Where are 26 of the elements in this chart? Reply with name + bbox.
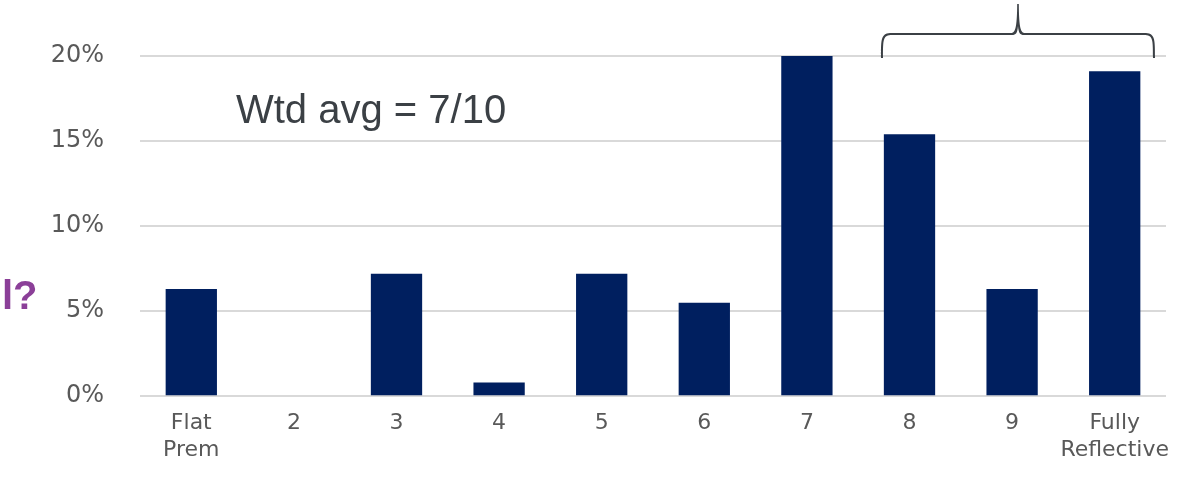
bar — [473, 382, 525, 396]
annotation: Wtd avg = 7/10 — [236, 87, 507, 132]
x-tick-label: 4 — [492, 409, 507, 435]
bar — [370, 273, 423, 396]
x-tick-label: 5 — [594, 409, 609, 435]
x-tick-label: 6 — [697, 409, 712, 435]
x-tick-label: 3 — [389, 409, 404, 435]
y-tick-label: 15% — [50, 125, 104, 154]
x-tick-label: 2 — [286, 409, 301, 435]
bar — [165, 289, 217, 396]
y-tick-label: 0% — [65, 380, 104, 409]
x-tick-label: 8 — [902, 409, 917, 435]
x-tick-label: Fully Reflective — [1060, 409, 1170, 461]
y-tick-label: 20% — [50, 40, 104, 69]
y-tick-label: 10% — [50, 210, 104, 239]
bar — [883, 134, 936, 396]
x-tick-label: 7 — [799, 409, 814, 435]
bar — [781, 56, 833, 396]
bar — [678, 302, 730, 396]
bar — [576, 273, 628, 396]
x-tick-label: Flat Prem — [163, 409, 220, 461]
bar — [986, 289, 1038, 396]
bar — [1089, 71, 1141, 396]
y-tick-label: 5% — [65, 295, 104, 324]
x-tick-label: 9 — [1005, 409, 1020, 435]
text: l? — [2, 273, 38, 318]
